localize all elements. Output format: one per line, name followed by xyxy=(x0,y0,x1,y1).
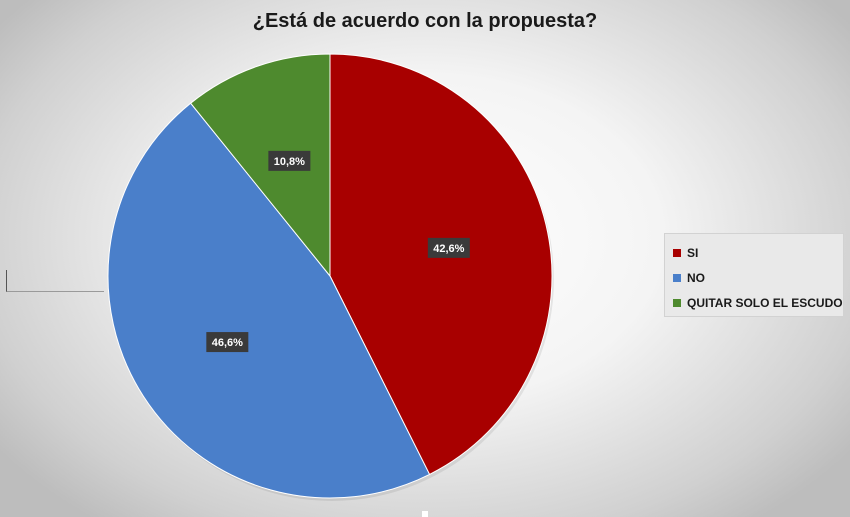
pie-slice-no[interactable] xyxy=(107,102,431,499)
data-label-text: 46,6% xyxy=(212,337,243,349)
data-label-text: 10,8% xyxy=(274,156,305,168)
resize-handle[interactable] xyxy=(422,511,428,517)
legend-item-no: NO xyxy=(673,265,843,290)
legend-swatch-no xyxy=(673,273,681,282)
data-label-text: 42,6% xyxy=(433,243,464,255)
pie-slice-si[interactable] xyxy=(329,53,553,476)
legend-item-quitar-solo-el-escudo: QUITAR SOLO EL ESCUDO xyxy=(673,290,843,315)
legend-label-quitar-solo-el-escudo: QUITAR SOLO EL ESCUDO xyxy=(687,295,843,310)
data-label-box xyxy=(427,237,470,258)
legend-swatch-quitar-solo-el-escudo xyxy=(673,298,681,307)
data-label-box xyxy=(206,332,249,353)
pie-slice-quitar-solo-el-escudo[interactable] xyxy=(189,53,331,278)
chart-title: ¿Está de acuerdo con la propuesta? xyxy=(252,10,598,32)
data-label-box xyxy=(268,150,311,171)
data-label-no: 46,6% xyxy=(206,332,249,353)
legend-item-si: SI xyxy=(673,240,843,265)
legend-swatch-si xyxy=(673,248,681,257)
data-label-quitar-solo-el-escudo: 10,8% xyxy=(268,150,311,171)
legend-label-si: SI xyxy=(687,245,699,260)
selection-marker xyxy=(6,270,104,292)
chart-legend: SI NO QUITAR SOLO EL ESCUDO xyxy=(664,233,844,317)
legend-label-no: NO xyxy=(687,270,705,285)
data-label-si: 42,6% xyxy=(427,237,470,258)
